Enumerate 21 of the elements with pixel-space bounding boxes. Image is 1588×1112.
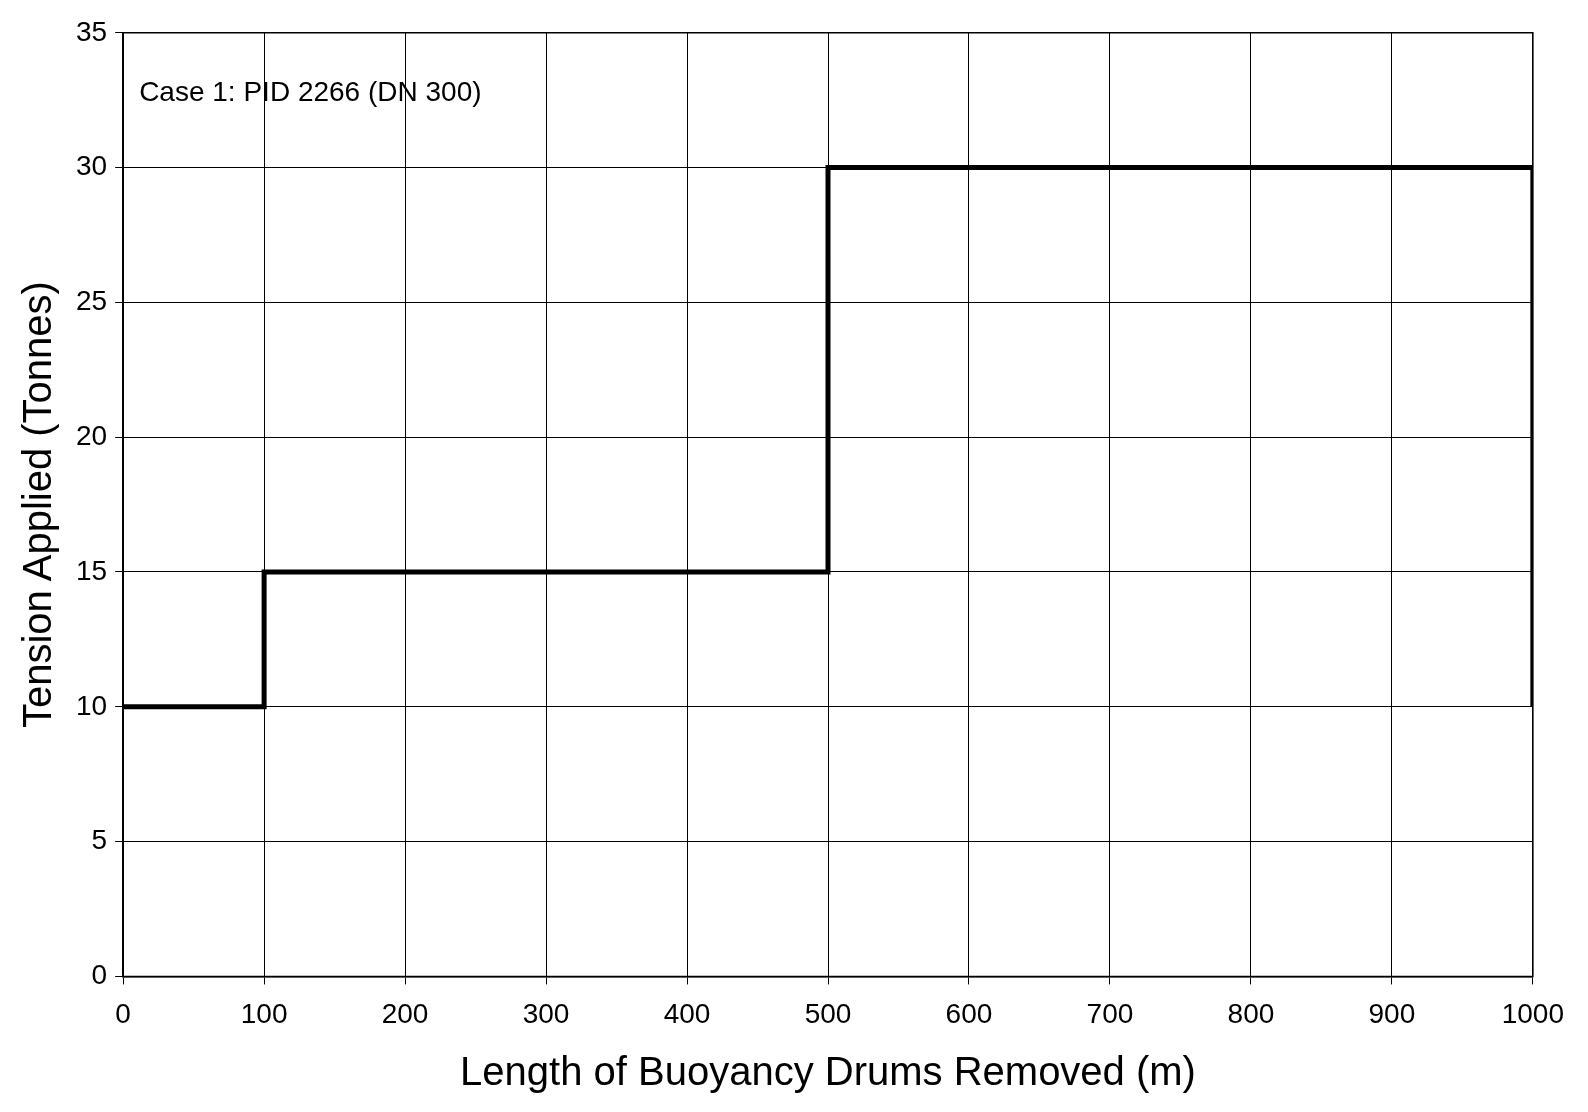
y-tick-label: 0 [91,959,108,991]
x-tick-label: 400 [663,997,711,1029]
y-tick-label: 10 [75,689,108,721]
x-tick-label: 1000 [1501,997,1564,1029]
x-tick-label: 200 [381,997,429,1029]
x-tick-label: 700 [1086,997,1134,1029]
y-tick-label: 25 [75,285,108,317]
x-tick-label: 0 [115,997,131,1029]
x-tick-label: 800 [1227,997,1275,1029]
y-axis-title: Tension Applied (Tonnes) [15,281,60,729]
x-axis-title: Length of Buoyancy Drums Removed (m) [460,1049,1196,1094]
x-tick-label: 500 [804,997,852,1029]
x-tick-label: 600 [945,997,993,1029]
x-tick-label: 300 [522,997,570,1029]
y-tick-label: 5 [91,824,108,856]
x-tick-label: 100 [240,997,288,1029]
y-tick-label: 20 [75,419,108,451]
x-tick-label: 900 [1368,997,1416,1029]
y-tick-label: 35 [75,15,108,47]
y-tick-label: 30 [75,150,108,182]
y-tick-label: 15 [75,554,108,586]
